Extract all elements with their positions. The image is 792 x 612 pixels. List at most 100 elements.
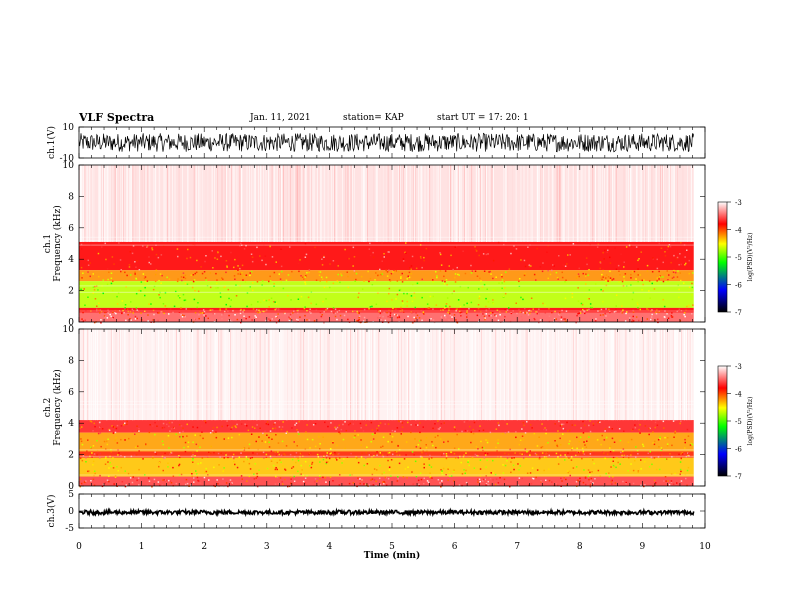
spectrogram-streak [527,329,528,421]
spectrogram-speckle [510,312,513,315]
spectrogram-speckle [120,269,122,271]
spectrogram-speckle [234,278,236,280]
spectrogram-speckle [263,299,265,301]
spectrogram-speckle [350,452,352,455]
spectrogram-speckle [545,429,548,431]
spectrogram-speckle [308,271,310,274]
spectrogram-speckle [669,453,671,455]
spectrogram-speckle [518,477,521,479]
spectrogram-speckle [124,308,126,310]
spectrogram-speckle [529,472,532,474]
spectrogram-speckle [379,422,382,424]
spectrogram-speckle [245,456,248,458]
spectrogram-speckle [597,469,600,472]
spectrogram-speckle [410,431,412,434]
spectrogram-speckle [266,434,268,436]
spectrogram-speckle [585,483,587,486]
spectrogram-streak [616,329,618,421]
spectrogram-streak [279,165,281,242]
spectrogram-speckle [299,259,301,261]
spectrogram-streak [658,329,659,421]
spectrogram-speckle [338,456,340,458]
spectrogram-speckle [623,266,625,268]
spectrogram-speckle [254,463,256,465]
spectrogram-speckle [660,447,663,449]
spectrogram-streak [355,329,357,421]
spectrogram-streak [663,329,665,421]
spectrogram-speckle [551,481,553,483]
spectrogram-streak [86,329,87,421]
spectrogram-speckle [630,273,632,276]
spectrogram-speckle [584,275,587,278]
spectrogram-speckle [453,290,455,292]
spectrogram-streak [320,329,321,421]
spectrogram-speckle [377,274,380,276]
spectrogram-speckle [96,454,98,456]
y-tick-label: 0 [68,482,74,492]
spectrogram-speckle [477,304,480,306]
spectrogram-speckle [304,283,307,285]
spectrogram-speckle [289,316,291,318]
spectrogram-speckle [635,446,637,448]
spectrogram-speckle [590,450,592,452]
spectrogram-speckle [538,308,540,310]
spectrogram-speckle [667,245,670,248]
spectrogram-speckle [293,480,296,482]
spectrogram-speckle [398,454,401,456]
spectrogram-speckle [541,452,544,454]
spectrogram-speckle [425,444,427,446]
spectrogram-streak [334,165,335,242]
spectrogram-speckle [458,484,461,486]
spectrogram-speckle [536,445,539,447]
spectrogram-speckle [372,438,375,440]
spectrogram-speckle [506,457,509,459]
spectrogram-speckle [377,309,379,312]
spectrogram-speckle [125,286,127,288]
spectrogram-speckle [297,320,299,323]
spectrogram-speckle [226,266,228,268]
spectrogram-speckle [124,304,127,306]
spectrogram-speckle [82,320,85,322]
spectrogram-streak [574,329,576,421]
spectrogram-speckle [415,312,417,314]
spectrogram-speckle [479,425,481,427]
spectrogram-streak [145,329,147,421]
spectrogram-streak [346,329,348,421]
spectrogram-speckle [93,453,96,455]
spectrogram-speckle [108,475,110,477]
spectrogram-streak [312,329,314,421]
spectrogram-speckle [454,281,457,283]
spectrogram-speckle [600,288,602,291]
spectrogram-speckle [680,263,682,266]
spectrogram-speckle [382,481,384,483]
spectrogram-speckle [455,245,458,248]
spectrogram-speckle [632,309,634,312]
x-tick-label: 9 [640,542,646,552]
spectrogram-speckle [323,311,325,313]
spectrogram-speckle [99,309,102,311]
spectrogram-speckle [240,423,243,425]
spectrogram-speckle [167,466,169,468]
spectrogram-speckle [219,309,221,311]
spectrogram-streak [573,165,575,242]
spectrogram-speckle [369,242,371,245]
spectrogram-speckle [357,434,359,436]
spectrogram-streak [146,165,148,242]
spectrogram-speckle [167,462,169,464]
spectrogram-streak [662,329,664,421]
spectrogram-speckle [562,264,564,266]
spectrogram-speckle [343,314,346,317]
spectrogram-streak [300,329,302,421]
spectrogram-speckle [179,295,181,298]
spectrogram-streak [531,329,533,421]
spectrogram-speckle [256,453,258,455]
spectrogram-speckle [112,311,114,313]
spectrogram-speckle [685,455,688,458]
spectrogram-streak [254,165,256,242]
spectrogram-speckle [268,299,270,301]
y-tick-label: 8 [68,192,74,202]
spectrogram-speckle [637,470,640,472]
spectrogram-streak [492,165,494,242]
spectrogram-speckle [398,289,401,292]
spectrogram-speckle [110,465,112,467]
